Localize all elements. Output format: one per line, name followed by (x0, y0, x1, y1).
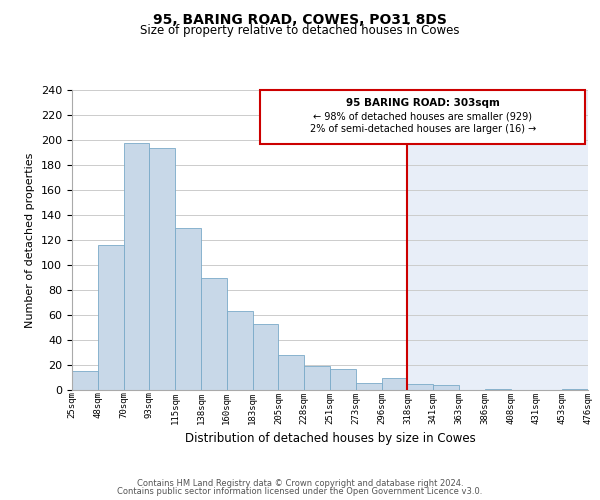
Text: Contains HM Land Registry data © Crown copyright and database right 2024.: Contains HM Land Registry data © Crown c… (137, 478, 463, 488)
Text: ← 98% of detached houses are smaller (929): ← 98% of detached houses are smaller (92… (313, 112, 532, 121)
Text: Contains public sector information licensed under the Open Government Licence v3: Contains public sector information licen… (118, 487, 482, 496)
X-axis label: Distribution of detached houses by size in Cowes: Distribution of detached houses by size … (185, 432, 475, 445)
Bar (304, 366, 330, 390)
Bar (407, 90, 588, 390)
Text: Size of property relative to detached houses in Cowes: Size of property relative to detached ho… (140, 24, 460, 37)
Bar (175, 228, 201, 390)
Bar (201, 278, 227, 390)
Text: 95 BARING ROAD: 303sqm: 95 BARING ROAD: 303sqm (346, 98, 500, 108)
Bar (149, 148, 175, 390)
Y-axis label: Number of detached properties: Number of detached properties (25, 152, 35, 328)
Bar (485, 389, 511, 390)
Bar (562, 389, 588, 390)
Bar (407, 384, 433, 390)
Text: 95, BARING ROAD, COWES, PO31 8DS: 95, BARING ROAD, COWES, PO31 8DS (153, 12, 447, 26)
FancyBboxPatch shape (260, 90, 586, 144)
Bar (227, 311, 253, 390)
Bar (253, 324, 278, 390)
Bar (124, 142, 149, 390)
Bar (330, 369, 356, 390)
Bar (98, 245, 124, 390)
Bar (382, 378, 407, 390)
Bar (433, 385, 459, 390)
Text: 2% of semi-detached houses are larger (16) →: 2% of semi-detached houses are larger (1… (310, 124, 536, 134)
Bar (72, 371, 98, 390)
Bar (356, 382, 382, 390)
Bar (278, 355, 304, 390)
